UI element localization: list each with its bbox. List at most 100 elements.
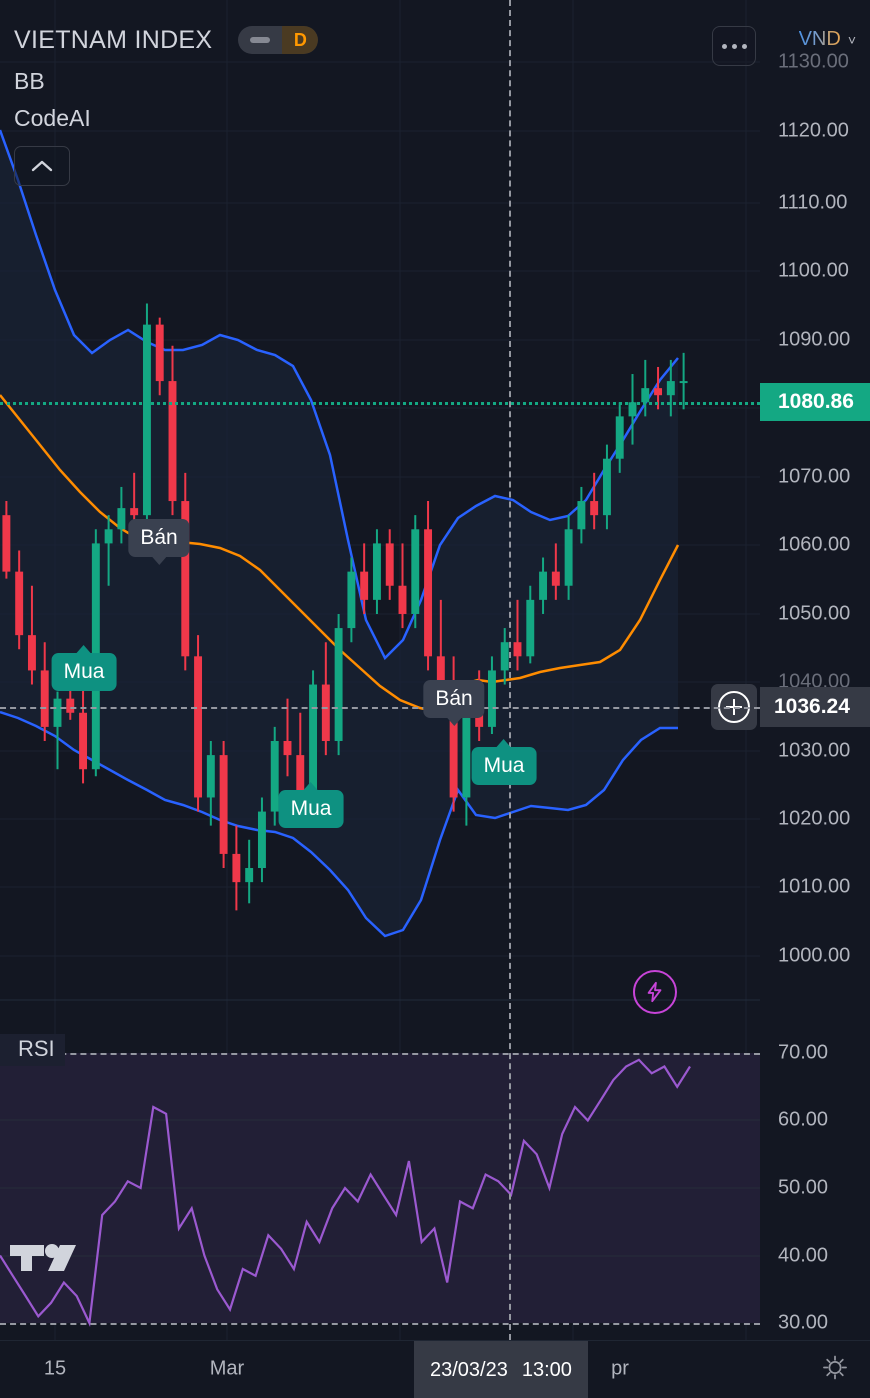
candle-body — [15, 571, 24, 636]
rsi-tick: 50.00 — [778, 1176, 829, 1199]
bollinger-upper-line — [0, 129, 679, 661]
candle-body — [53, 698, 62, 727]
candle-body — [66, 698, 75, 713]
crosshair-horizontal — [0, 707, 760, 709]
candle-body — [513, 642, 522, 657]
chart-canvas — [0, 0, 760, 1340]
price-tick: 1120.00 — [778, 119, 849, 142]
price-tick: 1060.00 — [778, 533, 851, 556]
bollinger-lower-line — [0, 710, 678, 938]
timeframe-toggle[interactable] — [238, 26, 283, 54]
crosshair-time: 13:00 — [521, 1358, 572, 1381]
candle-body — [283, 741, 292, 756]
buy-signal-label[interactable]: Mua — [51, 645, 117, 691]
candle-body — [296, 755, 305, 798]
candle-body — [411, 529, 420, 614]
more-horizontal-icon[interactable] — [712, 26, 756, 66]
candle-body — [347, 571, 356, 629]
candle-body — [181, 501, 190, 657]
candle-body — [398, 585, 407, 614]
candle-body — [577, 501, 586, 530]
candle-body — [219, 755, 228, 854]
crosshair-price-tag: 1036.24 — [760, 687, 870, 727]
rsi-tick: 30.00 — [778, 1311, 829, 1334]
candle-body — [590, 501, 599, 516]
price-tick: 1050.00 — [778, 602, 851, 625]
candle-body — [462, 712, 471, 798]
chart-plot-area[interactable]: RSI Mua Bán Mua Bán Mua — [0, 0, 760, 1340]
rsi-label: RSI — [18, 1036, 55, 1061]
candle-body — [628, 402, 637, 417]
buy-signal-label[interactable]: Mua — [278, 782, 344, 828]
sell-signal-label[interactable]: Bán — [128, 519, 190, 565]
candle-body — [309, 684, 318, 798]
candle-body — [385, 543, 394, 586]
indicator-bb-label[interactable]: BB — [14, 68, 45, 94]
price-axis[interactable]: 1130.00 1120.00 1110.00 1100.00 1090.00 1070.… — [760, 0, 870, 1340]
price-tick: 1020.00 — [778, 807, 851, 830]
rsi-tick: 40.00 — [778, 1244, 829, 1267]
price-tick: 1030.00 — [778, 739, 851, 762]
timeframe-badge[interactable]: D — [238, 26, 319, 54]
rsi-line — [0, 1058, 691, 1327]
candle-body — [257, 811, 266, 869]
price-tick: 1070.00 — [778, 465, 851, 488]
candle-body — [40, 670, 49, 727]
page-title: VIETNAM INDEX — [14, 25, 213, 54]
last-price-line — [0, 402, 760, 405]
lightning-bolt-icon[interactable] — [633, 970, 677, 1014]
candle-body — [666, 381, 675, 396]
candle-body — [551, 571, 560, 586]
candle-body — [142, 324, 151, 516]
crosshair-price-value: 1036.24 — [774, 695, 850, 718]
candle-body — [449, 684, 458, 798]
crosshair-vertical — [509, 0, 511, 1340]
candle-body — [27, 635, 36, 671]
chevron-up-icon[interactable] — [14, 146, 70, 186]
candle-body — [79, 712, 88, 770]
candle-body — [526, 599, 535, 657]
crosshair-time-tag: 23/03/23 13:00 — [414, 1341, 588, 1398]
candle-body — [500, 642, 509, 671]
candle-body — [194, 656, 203, 798]
candle-body — [602, 458, 611, 516]
candle-body — [615, 416, 624, 459]
price-tick: 1010.00 — [778, 875, 851, 898]
rsi-pane-title[interactable]: RSI — [0, 1034, 65, 1066]
candle-body — [104, 529, 113, 544]
price-tick: 1110.00 — [778, 191, 848, 214]
gear-icon[interactable] — [822, 1355, 848, 1386]
dash-icon — [250, 37, 271, 43]
bollinger-band-fill — [0, 130, 678, 936]
candle-body — [117, 508, 126, 530]
symbol-row[interactable]: VIETNAM INDEX D — [14, 22, 319, 58]
last-price-value: 1080.86 — [778, 390, 854, 413]
candle-body — [206, 755, 215, 798]
sell-signal-label[interactable]: Bán — [423, 680, 485, 726]
time-tick: pr — [611, 1357, 629, 1380]
rsi-tick: 70.00 — [778, 1041, 829, 1064]
candle-body — [487, 670, 496, 727]
candle-body — [539, 571, 548, 600]
timeframe-value: D — [282, 26, 319, 54]
price-tick: 1130.00 — [778, 50, 849, 73]
indicator-codeai-label[interactable]: CodeAI — [14, 105, 91, 131]
candle-body — [641, 388, 650, 403]
candle-body — [270, 741, 279, 812]
tradingview-logo[interactable] — [8, 1233, 78, 1278]
currency-selector[interactable]: VND ˅ — [799, 28, 856, 51]
candle-body — [168, 381, 177, 502]
candle-body — [2, 515, 11, 572]
rsi-tick: 60.00 — [778, 1108, 829, 1131]
time-axis[interactable]: 15 Mar pr 23/03/23 13:00 — [0, 1340, 870, 1398]
candle-body — [155, 324, 164, 382]
buy-signal-label[interactable]: Mua — [471, 739, 537, 785]
candle-body — [245, 868, 254, 883]
candle-body — [130, 508, 139, 516]
last-price-tag[interactable]: 1080.86 — [760, 383, 870, 421]
candle-body — [424, 529, 433, 657]
candle-body — [654, 388, 663, 396]
candle-body — [372, 543, 381, 600]
rsi-overbought-line — [0, 1053, 760, 1055]
dot-2 — [731, 43, 737, 49]
